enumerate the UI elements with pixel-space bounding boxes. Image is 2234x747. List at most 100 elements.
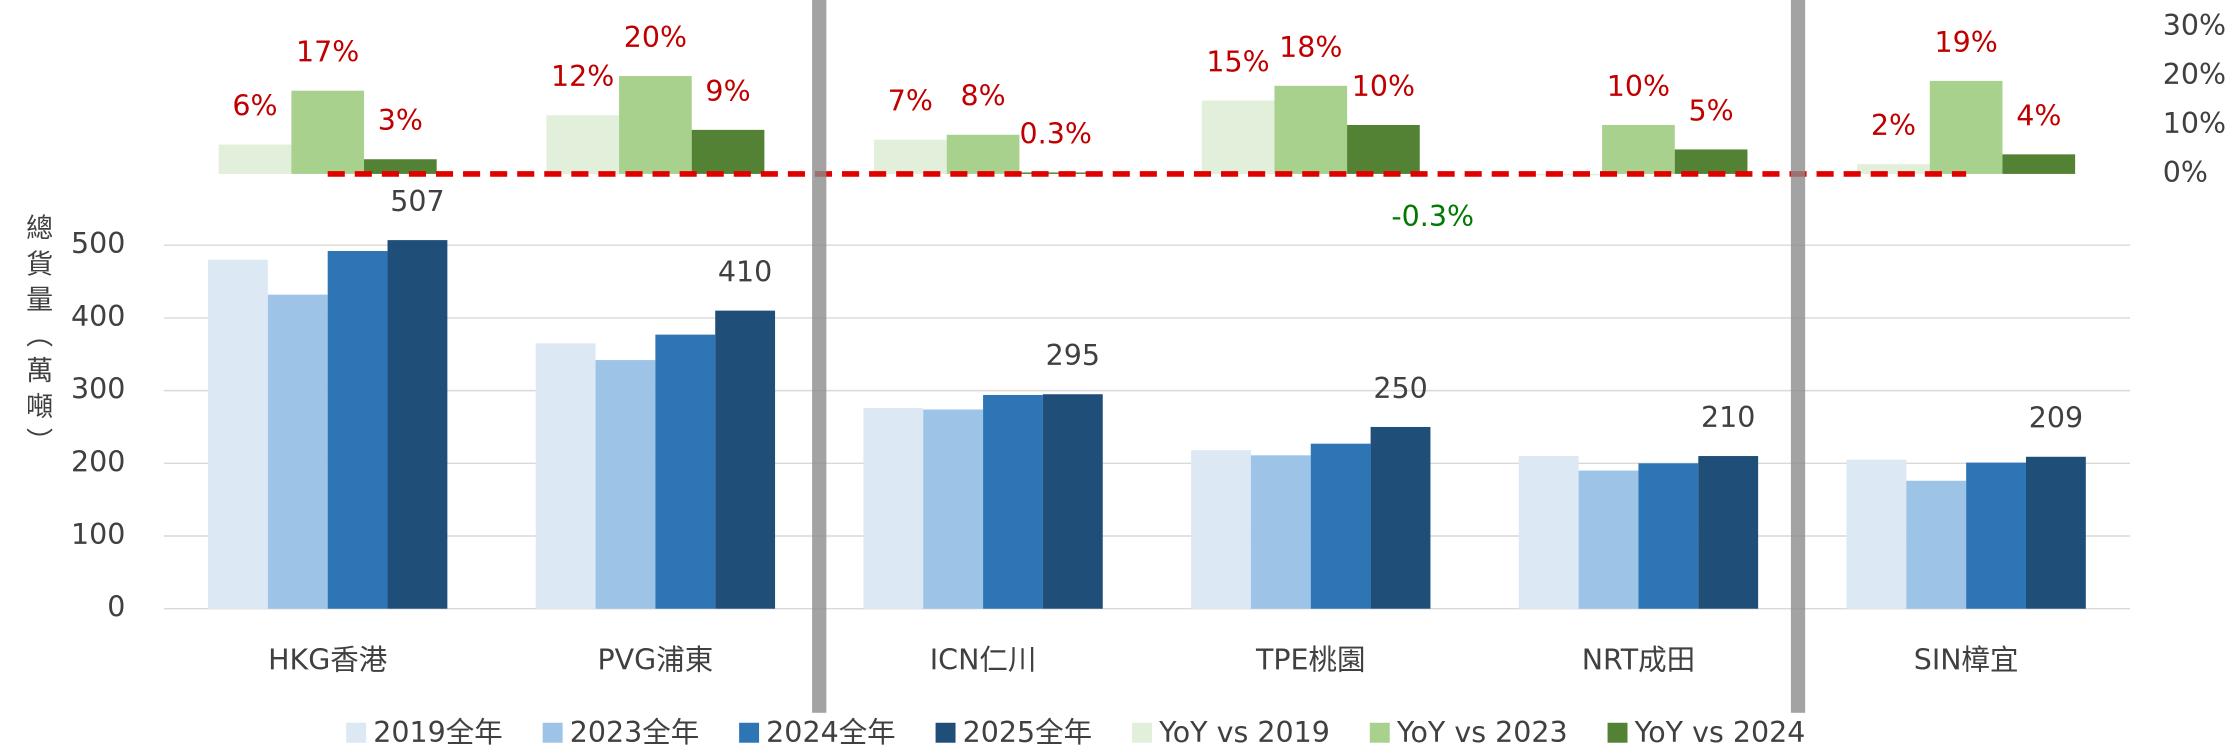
- y2-tick-label: 20%: [2163, 58, 2226, 91]
- bar: [1042, 394, 1103, 609]
- data-label: 18%: [1279, 31, 1342, 64]
- bar: [327, 251, 388, 609]
- x-tick-label: SIN樟宜: [1914, 643, 2019, 676]
- bar: [983, 394, 1043, 609]
- y-axis-label: 總貨量（萬噸）: [21, 214, 53, 464]
- bar: [267, 294, 328, 609]
- legend-swatch: [1607, 722, 1628, 743]
- bar: [1201, 100, 1275, 174]
- data-label: 6%: [232, 89, 277, 122]
- data-label: 507: [390, 185, 444, 218]
- data-label: 250: [1373, 372, 1427, 405]
- bar: [364, 159, 437, 174]
- x-tick-label: PVG浦東: [598, 643, 714, 676]
- y-tick-label: 500: [71, 227, 125, 260]
- bar: [1966, 462, 2026, 609]
- bar: [1191, 450, 1251, 609]
- bar: [2002, 154, 2076, 174]
- y-tick-label: 400: [71, 300, 125, 333]
- data-label: 15%: [1206, 45, 1269, 78]
- x-tick-label: TPE桃園: [1255, 643, 1366, 676]
- bar: [595, 360, 656, 609]
- data-label: 17%: [296, 36, 359, 69]
- data-label: 19%: [1934, 26, 1997, 59]
- legend-swatch: [346, 722, 367, 743]
- data-label: 9%: [705, 75, 750, 108]
- bar: [619, 76, 692, 174]
- legend-swatch: [1369, 722, 1390, 743]
- x-tick-label: ICN仁川: [930, 643, 1037, 676]
- legend-swatch: [739, 722, 760, 743]
- data-label: 5%: [1689, 94, 1734, 127]
- bar: [946, 134, 1020, 174]
- legend-label: 2023全年: [570, 716, 699, 747]
- bar: [1857, 164, 1930, 174]
- bar: [1929, 80, 2003, 174]
- y2-tick-label: 30%: [2163, 9, 2226, 42]
- legend-label: YoY vs 2023: [1396, 716, 1568, 747]
- y-tick-label: 100: [71, 518, 125, 551]
- separator: [812, 0, 827, 713]
- data-label: 12%: [551, 60, 614, 93]
- legend-swatch: [542, 722, 563, 743]
- bar: [1019, 172, 1093, 174]
- bar: [1310, 443, 1371, 609]
- bar: [874, 139, 947, 174]
- bar: [1698, 456, 1759, 609]
- bar: [1846, 459, 1907, 609]
- bar: [923, 409, 984, 609]
- y2-tick-label: 10%: [2163, 107, 2226, 140]
- data-label: 4%: [2016, 99, 2061, 132]
- legend-swatch: [1132, 722, 1152, 743]
- data-label: -0.3%: [1391, 200, 1474, 233]
- legend-swatch: [935, 722, 956, 743]
- y-tick-label: 300: [71, 373, 125, 406]
- bar: [1638, 463, 1699, 609]
- bar: [1906, 480, 1967, 609]
- bar: [535, 343, 596, 609]
- bar: [715, 310, 776, 609]
- bar: [863, 408, 924, 609]
- data-label: 3%: [378, 104, 423, 137]
- legend-label: 2025全年: [963, 716, 1092, 747]
- x-tick-label: NRT成田: [1582, 643, 1695, 676]
- bar: [1578, 470, 1639, 609]
- data-label: 10%: [1352, 70, 1415, 103]
- bar: [208, 259, 268, 609]
- bar: [218, 144, 292, 174]
- data-label: 20%: [624, 21, 687, 54]
- data-label: 209: [2029, 402, 2083, 435]
- y2-tick-label: 0%: [2163, 156, 2208, 189]
- data-label: 295: [1046, 339, 1100, 372]
- legend-label: 2024全年: [766, 716, 895, 747]
- bar: [655, 334, 716, 609]
- bar: [1347, 124, 1420, 174]
- bar: [387, 240, 448, 609]
- y-tick-label: 200: [71, 445, 125, 478]
- bar: [1602, 124, 1675, 174]
- bar: [1370, 426, 1431, 609]
- bar: [1274, 85, 1348, 174]
- x-tick-label: HKG香港: [268, 643, 387, 676]
- bar: [2025, 456, 2086, 609]
- data-label: 7%: [888, 85, 933, 118]
- bar: [1674, 149, 1748, 174]
- data-label: 10%: [1607, 70, 1670, 103]
- bar: [291, 90, 365, 174]
- bar: [546, 115, 620, 174]
- data-label: 0.3%: [1020, 117, 1092, 150]
- legend-label: YoY vs 2024: [1634, 716, 1806, 747]
- bar: [691, 129, 765, 174]
- legend-label: YoY vs 2019: [1158, 716, 1330, 747]
- bar: [1250, 455, 1311, 609]
- data-label: 2%: [1871, 109, 1916, 142]
- separator: [1790, 0, 1806, 713]
- data-label: 210: [1701, 401, 1755, 434]
- bar: [1529, 173, 1603, 176]
- legend-label: 2019全年: [373, 716, 502, 747]
- data-label: 410: [718, 256, 772, 289]
- y-tick-label: 0: [107, 591, 125, 624]
- data-label: 8%: [960, 80, 1005, 113]
- bar: [1518, 456, 1579, 609]
